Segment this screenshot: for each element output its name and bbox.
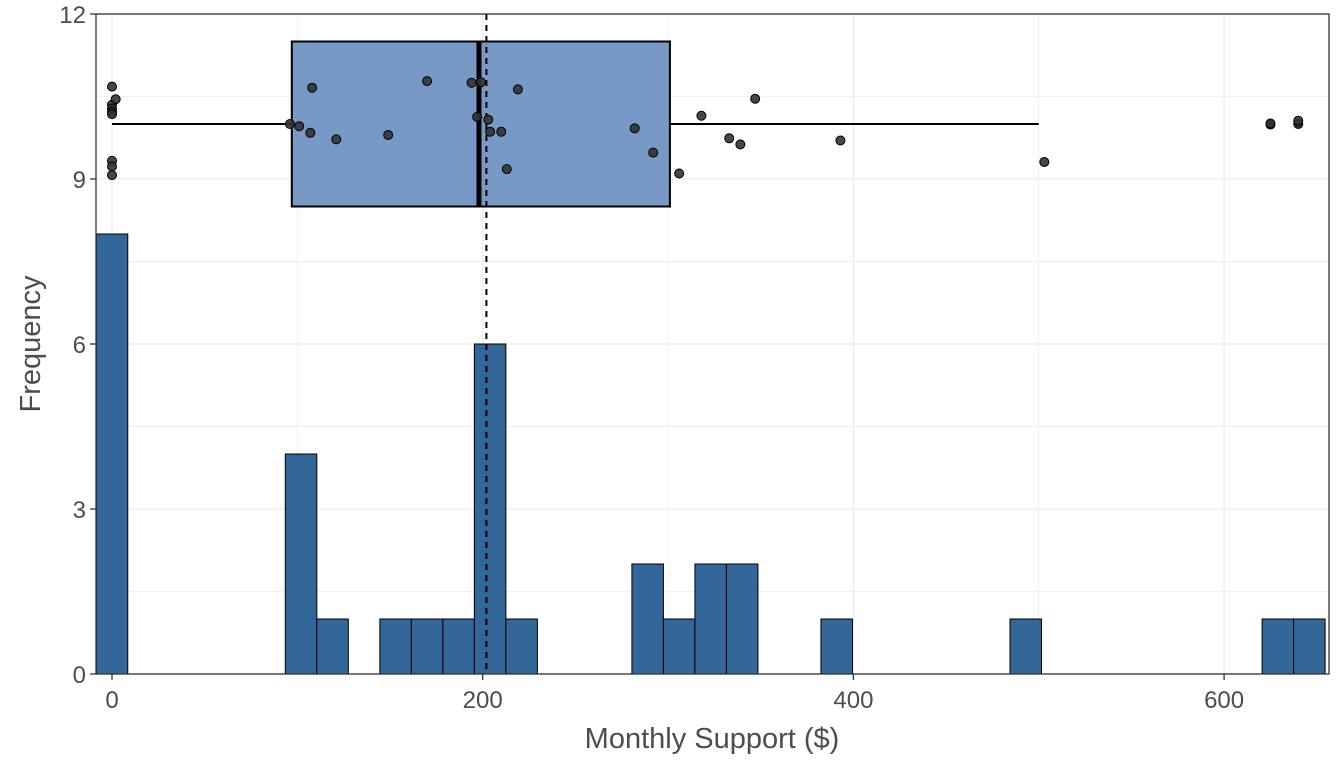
x-tick-label: 600 — [1204, 687, 1244, 714]
histogram-bar — [95, 233, 129, 675]
histogram-bar — [631, 563, 664, 675]
data-point — [422, 76, 433, 87]
data-point — [629, 123, 640, 134]
data-point — [1265, 118, 1276, 129]
data-point — [735, 139, 746, 150]
data-point — [475, 77, 486, 88]
data-point — [466, 77, 477, 88]
histogram-bar — [1261, 618, 1295, 675]
data-point — [107, 170, 117, 181]
data-point — [696, 110, 707, 121]
histogram-bar — [1293, 618, 1326, 675]
data-point — [331, 134, 342, 145]
histogram-bar — [725, 563, 759, 675]
data-point — [648, 147, 659, 158]
data-point — [307, 82, 318, 93]
data-point — [750, 93, 761, 104]
data-point — [483, 114, 494, 125]
histogram-bar — [1009, 618, 1043, 675]
data-point — [472, 111, 483, 122]
data-point — [512, 84, 523, 95]
data-point — [294, 121, 305, 132]
data-point — [724, 133, 735, 144]
y-tick-label: 0 — [73, 662, 86, 689]
data-point — [110, 94, 121, 105]
data-point — [107, 109, 117, 120]
boxplot — [112, 40, 1303, 208]
histogram-bar — [694, 563, 727, 675]
data-point — [485, 126, 496, 137]
data-point — [383, 130, 394, 140]
histogram-bar — [316, 618, 349, 675]
jitter-points — [107, 14, 1304, 674]
x-tick-label: 200 — [463, 687, 503, 714]
x-tick-label: 400 — [833, 687, 873, 714]
x-axis-title: Monthly Support ($) — [585, 723, 840, 755]
data-point — [501, 164, 512, 175]
histogram-bar — [410, 618, 444, 675]
histogram-bar — [442, 618, 475, 675]
histogram-bar — [662, 618, 696, 675]
data-point — [835, 135, 846, 146]
data-point — [107, 161, 117, 172]
histogram-bar — [473, 343, 507, 675]
data-point — [305, 127, 316, 138]
y-axis-title: Frequency — [15, 275, 47, 413]
data-point — [284, 119, 295, 129]
histogram-bar — [820, 618, 853, 675]
y-tick-label: 3 — [73, 497, 86, 524]
x-tick-label: 0 — [105, 687, 118, 714]
y-tick-label: 6 — [73, 332, 86, 359]
y-tick-label: 12 — [59, 2, 86, 29]
data-point — [1293, 115, 1304, 126]
data-point — [674, 168, 685, 179]
data-point — [1039, 156, 1050, 167]
histogram-bars — [95, 233, 1326, 675]
histogram-bar — [379, 618, 412, 675]
data-point — [107, 81, 117, 92]
histogram-bar — [505, 618, 538, 675]
y-tick-label: 9 — [73, 167, 86, 194]
axes: 0 3 6 9 12 0 200 400 600 — [59, 2, 1330, 714]
data-point — [496, 126, 507, 137]
histogram-bar — [284, 453, 318, 675]
